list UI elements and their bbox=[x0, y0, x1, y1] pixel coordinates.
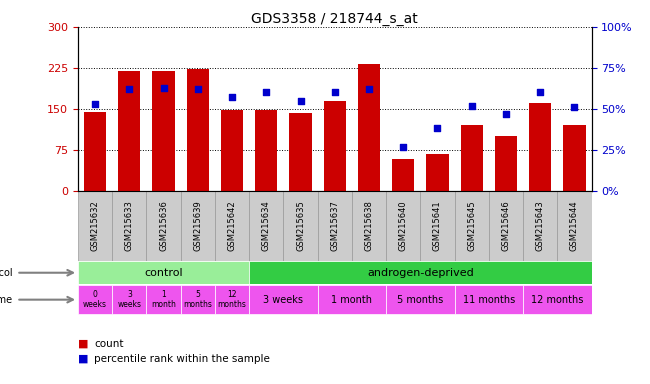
Bar bbox=[564, 125, 586, 191]
Text: time: time bbox=[0, 295, 13, 305]
Bar bbox=[84, 112, 106, 191]
Bar bbox=[495, 136, 517, 191]
Bar bbox=[289, 113, 311, 191]
Text: GSM215636: GSM215636 bbox=[159, 200, 168, 252]
FancyBboxPatch shape bbox=[78, 262, 249, 284]
Point bbox=[535, 89, 545, 96]
Text: 5
months: 5 months bbox=[183, 290, 213, 310]
Text: count: count bbox=[94, 339, 124, 349]
FancyBboxPatch shape bbox=[557, 191, 592, 261]
Text: GSM215637: GSM215637 bbox=[330, 200, 339, 252]
Text: GSM215642: GSM215642 bbox=[227, 200, 237, 251]
Bar bbox=[221, 110, 243, 191]
FancyBboxPatch shape bbox=[215, 285, 249, 314]
Bar bbox=[118, 71, 140, 191]
Text: ■: ■ bbox=[78, 339, 88, 349]
Text: GSM215645: GSM215645 bbox=[467, 200, 476, 251]
FancyBboxPatch shape bbox=[249, 191, 283, 261]
FancyBboxPatch shape bbox=[283, 191, 318, 261]
Point bbox=[467, 103, 477, 109]
Text: percentile rank within the sample: percentile rank within the sample bbox=[94, 354, 270, 364]
FancyBboxPatch shape bbox=[78, 285, 112, 314]
Point bbox=[124, 86, 135, 92]
FancyBboxPatch shape bbox=[78, 191, 112, 261]
FancyBboxPatch shape bbox=[181, 285, 215, 314]
Text: growth protocol: growth protocol bbox=[0, 268, 13, 278]
Point bbox=[330, 89, 340, 96]
FancyBboxPatch shape bbox=[352, 191, 386, 261]
Point bbox=[398, 144, 408, 150]
Point bbox=[159, 84, 169, 91]
FancyBboxPatch shape bbox=[181, 191, 215, 261]
Text: androgen-deprived: androgen-deprived bbox=[367, 268, 474, 278]
Text: GSM215646: GSM215646 bbox=[501, 200, 510, 251]
Point bbox=[192, 86, 203, 92]
FancyBboxPatch shape bbox=[386, 285, 454, 314]
FancyBboxPatch shape bbox=[146, 191, 181, 261]
Text: 1 month: 1 month bbox=[332, 295, 372, 305]
Bar bbox=[187, 70, 209, 191]
FancyBboxPatch shape bbox=[454, 191, 489, 261]
Bar bbox=[153, 71, 175, 191]
Text: GSM215639: GSM215639 bbox=[193, 200, 202, 251]
Text: 1
month: 1 month bbox=[151, 290, 176, 310]
FancyBboxPatch shape bbox=[146, 285, 181, 314]
Bar bbox=[461, 125, 483, 191]
Text: GSM215643: GSM215643 bbox=[536, 200, 545, 251]
Bar bbox=[392, 159, 414, 191]
Text: GSM215640: GSM215640 bbox=[398, 200, 408, 251]
Text: GSM215633: GSM215633 bbox=[125, 200, 134, 252]
Text: control: control bbox=[144, 268, 183, 278]
FancyBboxPatch shape bbox=[215, 191, 249, 261]
FancyBboxPatch shape bbox=[318, 285, 386, 314]
Bar bbox=[529, 103, 551, 191]
FancyBboxPatch shape bbox=[249, 285, 318, 314]
Text: GSM215644: GSM215644 bbox=[570, 200, 579, 251]
Text: 3 weeks: 3 weeks bbox=[263, 295, 304, 305]
Text: 11 months: 11 months bbox=[463, 295, 515, 305]
Text: GSM215635: GSM215635 bbox=[296, 200, 305, 251]
Text: ■: ■ bbox=[78, 354, 88, 364]
FancyBboxPatch shape bbox=[112, 285, 146, 314]
Point bbox=[90, 101, 100, 107]
Bar bbox=[426, 154, 448, 191]
FancyBboxPatch shape bbox=[454, 285, 523, 314]
Bar bbox=[255, 110, 278, 191]
Bar bbox=[324, 101, 346, 191]
Text: 5 months: 5 months bbox=[397, 295, 443, 305]
Point bbox=[500, 111, 511, 117]
Point bbox=[569, 104, 580, 110]
Text: 12
months: 12 months bbox=[218, 290, 246, 310]
FancyBboxPatch shape bbox=[489, 191, 523, 261]
Point bbox=[227, 94, 237, 101]
FancyBboxPatch shape bbox=[421, 191, 454, 261]
Text: GSM215641: GSM215641 bbox=[433, 200, 442, 251]
FancyBboxPatch shape bbox=[386, 191, 421, 261]
Bar bbox=[358, 64, 380, 191]
Point bbox=[432, 126, 443, 132]
FancyBboxPatch shape bbox=[249, 262, 592, 284]
Text: GSM215632: GSM215632 bbox=[90, 200, 99, 251]
FancyBboxPatch shape bbox=[523, 285, 592, 314]
Title: GDS3358 / 218744_s_at: GDS3358 / 218744_s_at bbox=[252, 12, 418, 26]
Point bbox=[364, 86, 374, 92]
Text: GSM215634: GSM215634 bbox=[262, 200, 271, 251]
Text: GSM215638: GSM215638 bbox=[365, 200, 374, 252]
FancyBboxPatch shape bbox=[318, 191, 352, 261]
Text: 0
weeks: 0 weeks bbox=[83, 290, 107, 310]
Point bbox=[261, 89, 272, 96]
FancyBboxPatch shape bbox=[112, 191, 146, 261]
FancyBboxPatch shape bbox=[523, 191, 557, 261]
Text: 12 months: 12 months bbox=[531, 295, 584, 305]
Point bbox=[295, 98, 306, 104]
Text: 3
weeks: 3 weeks bbox=[118, 290, 141, 310]
